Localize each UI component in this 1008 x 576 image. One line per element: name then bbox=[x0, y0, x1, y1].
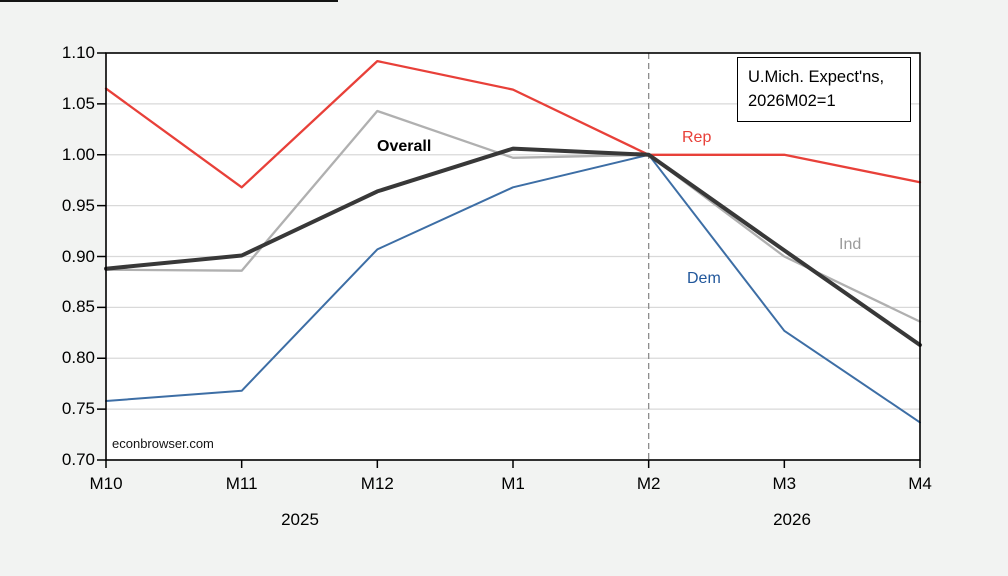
series-line-rep bbox=[104, 59, 922, 189]
y-tick-label: 0.80 bbox=[61, 348, 95, 368]
x-tick-label: M10 bbox=[89, 474, 123, 493]
x-year-label: 2026 bbox=[773, 510, 811, 529]
x-tick-label: M12 bbox=[360, 474, 394, 493]
y-tick-label: 0.90 bbox=[61, 246, 95, 266]
x-tick-label: M1 bbox=[501, 474, 525, 493]
index-note-box: U.Mich. Expect'ns, 2026M02=1 bbox=[737, 57, 911, 122]
index-note-line2: 2026M02=1 bbox=[748, 92, 836, 110]
y-tick-label: 0.85 bbox=[61, 297, 95, 317]
y-tick-label: 1.05 bbox=[61, 93, 95, 113]
x-tick-label: M11 bbox=[225, 474, 258, 493]
series-label-dem: Dem bbox=[687, 270, 721, 287]
series-label-rep: Rep bbox=[682, 129, 712, 146]
screen-edge-artifact bbox=[0, 0, 338, 2]
x-tick-label: M2 bbox=[636, 474, 661, 493]
y-tick-label: 0.95 bbox=[61, 195, 95, 215]
series-line-dem bbox=[105, 153, 921, 424]
index-note-line1: U.Mich. Expect'ns, bbox=[748, 68, 885, 86]
series-label-ind: Ind bbox=[839, 236, 862, 253]
x-tick-label: M4 bbox=[908, 474, 932, 493]
x-year-label: 2025 bbox=[281, 510, 319, 529]
plot-border bbox=[105, 52, 921, 461]
series-line-ind bbox=[104, 109, 922, 323]
y-tick-label: 1.10 bbox=[61, 43, 95, 62]
y-tick-label: 1.00 bbox=[61, 144, 95, 164]
x-tick-label: M3 bbox=[772, 474, 797, 493]
series-label-overall: Overall bbox=[377, 138, 432, 155]
series-line-overall bbox=[104, 146, 922, 347]
y-tick-label: 0.75 bbox=[61, 399, 95, 419]
watermark-econbrowser: econbrowser.com bbox=[112, 436, 214, 451]
y-tick-label: 0.70 bbox=[61, 450, 95, 469]
